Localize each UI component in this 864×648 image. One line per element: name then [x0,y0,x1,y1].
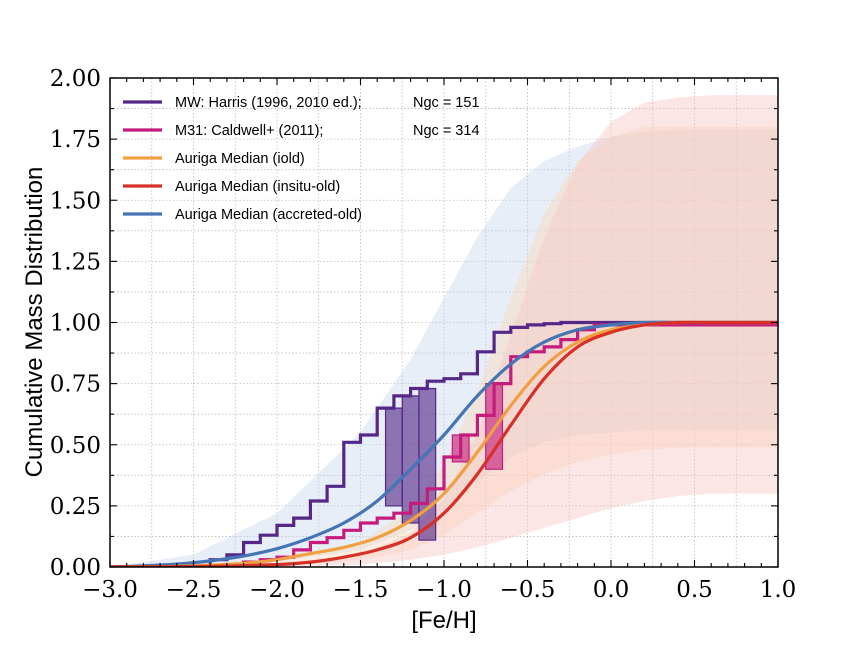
x-tick-label: −2.0 [249,577,305,603]
y-tick-labels: 0.00 0.25 0.50 0.75 1.00 1.25 1.50 1.75 2.00 [50,66,101,581]
legend-label: M31: Caldwell+ (2011); [175,123,323,139]
x-tick-label: 1.0 [760,577,797,603]
y-tick-label: 0.50 [50,433,101,459]
error-box [418,387,437,541]
uncertainty-band [110,95,778,567]
legend-label: MW: Harris (1996, 2010 ed.); [175,95,362,111]
x-tick-labels: −3.0 −2.5 −2.0 −1.5 −1.0 −0.5 0.0 0.5 1.0 [82,577,796,603]
y-tick-label: 1.00 [50,311,101,337]
legend-label: Auriga Median (iold) [175,151,305,167]
legend-count: Ngc = 314 [413,123,480,139]
axis-ticks [109,77,779,568]
y-tick-label: 0.25 [50,494,101,520]
median-lines [110,320,778,567]
legend-count: Ngc = 151 [413,95,480,111]
x-tick-label: −0.5 [500,577,556,603]
x-tick-label: 0.0 [593,577,630,603]
y-axis-label: Cumulative Mass Distribution [21,167,48,478]
x-axis-label: [Fe/H] [411,607,476,634]
uncertainty-band [110,129,778,567]
step-line-mw [110,320,778,567]
legend-label: Auriga Median (insitu-old) [175,179,340,195]
x-tick-label: −3.0 [82,577,138,603]
y-tick-label: 1.25 [50,249,101,275]
x-tick-label: −2.5 [166,577,222,603]
y-tick-label: 0.00 [50,555,101,581]
y-tick-label: 1.50 [50,188,101,214]
x-tick-label: −1.0 [416,577,472,603]
x-tick-label: −1.5 [333,577,389,603]
median-line-2 [110,320,778,567]
step-line-m31 [110,322,778,567]
uncertainty-band [110,126,778,567]
legend-label: Auriga Median (accreted-old) [175,207,362,223]
x-tick-label: 0.5 [676,577,713,603]
legend: MW: Harris (1996, 2010 ed.); Ngc = 151 M31… [123,95,480,223]
uncertainty-bands [110,95,778,567]
step-series [110,320,778,567]
y-tick-label: 2.00 [50,66,101,92]
y-tick-label: 1.75 [50,127,101,153]
y-tick-label: 0.75 [50,372,101,398]
